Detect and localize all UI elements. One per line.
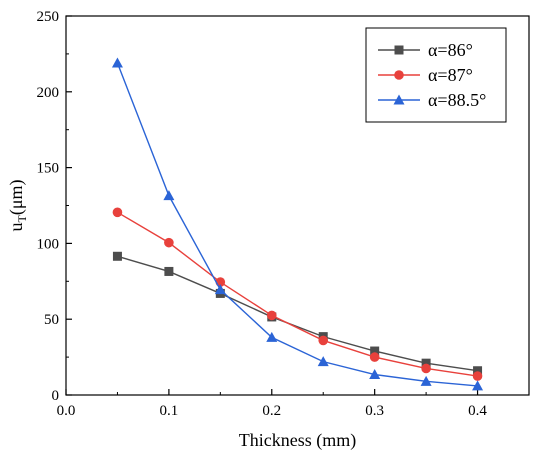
axis-tick-labels: 0.0 0.1 0.2 0.3 0.4 0 50 100 150 200 250 bbox=[37, 9, 488, 419]
data-point bbox=[369, 352, 380, 362]
legend-label: α=87° bbox=[428, 65, 473, 85]
x-axis-label: Thickness (mm) bbox=[239, 430, 356, 451]
data-point bbox=[369, 369, 381, 380]
legend: α=86° α=87° α=88.5° bbox=[365, 27, 507, 123]
x-tick-label: 0.4 bbox=[468, 403, 487, 419]
series-line bbox=[117, 211, 478, 377]
axis-ticks bbox=[65, 15, 479, 396]
x-tick-label: 0.2 bbox=[262, 403, 281, 419]
y-tick-label: 150 bbox=[37, 161, 60, 177]
legend-item: α=86° bbox=[378, 40, 473, 60]
legend-item: α=88.5° bbox=[378, 90, 486, 110]
data-point bbox=[163, 190, 175, 201]
data-point bbox=[420, 375, 432, 386]
data-point bbox=[112, 207, 123, 218]
data-point bbox=[214, 284, 226, 295]
data-point bbox=[164, 237, 174, 248]
data-point bbox=[317, 356, 329, 367]
data-point bbox=[421, 358, 431, 368]
legend-item: α=87° bbox=[378, 65, 473, 85]
data-point bbox=[472, 371, 483, 381]
data-point bbox=[318, 335, 329, 346]
series-layer bbox=[111, 57, 484, 391]
legend-marker bbox=[393, 94, 405, 105]
legend-items: α=86° α=87° α=88.5° bbox=[378, 40, 486, 110]
y-tick-label: 100 bbox=[37, 236, 60, 252]
data-point bbox=[164, 266, 174, 276]
legend-marker bbox=[394, 70, 404, 80]
data-point bbox=[421, 363, 431, 374]
data-point bbox=[112, 251, 122, 261]
data-point bbox=[111, 57, 123, 68]
y-axis-label-unit: (μm) bbox=[6, 180, 27, 216]
series-line bbox=[117, 255, 478, 372]
x-tick-label: 0.0 bbox=[57, 403, 76, 419]
legend-label: α=88.5° bbox=[428, 90, 486, 110]
series-triangle bbox=[111, 57, 484, 391]
y-axis-label-main: u bbox=[6, 222, 26, 231]
y-axis-label-subscript: T bbox=[15, 214, 29, 222]
series-line bbox=[116, 62, 478, 387]
data-point bbox=[472, 380, 484, 391]
x-tick-label: 0.3 bbox=[365, 403, 384, 419]
y-tick-label: 200 bbox=[37, 85, 60, 101]
data-point bbox=[473, 366, 483, 376]
legend-label: α=86° bbox=[428, 40, 473, 60]
data-point bbox=[370, 346, 380, 356]
y-axis-label: uT(μm) bbox=[6, 180, 29, 232]
legend-marker bbox=[394, 45, 404, 55]
series-circle bbox=[112, 207, 483, 381]
series-square bbox=[112, 251, 483, 376]
data-point bbox=[266, 331, 278, 342]
y-tick-label: 250 bbox=[37, 9, 60, 25]
data-point bbox=[266, 310, 277, 321]
x-tick-label: 0.1 bbox=[160, 403, 179, 419]
y-tick-label: 50 bbox=[44, 312, 59, 328]
y-tick-label: 0 bbox=[52, 388, 60, 404]
